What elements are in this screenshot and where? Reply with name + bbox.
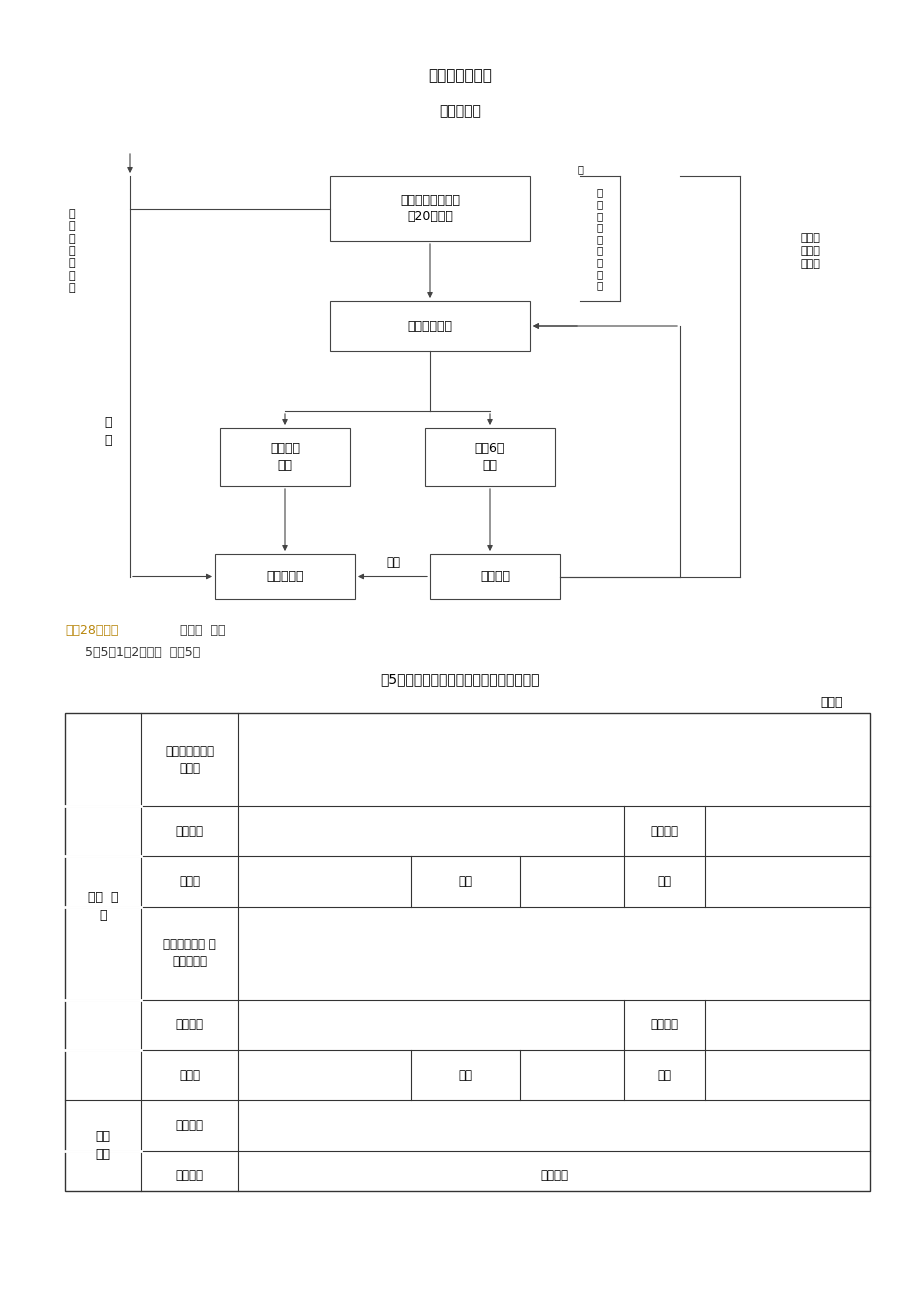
Bar (215, 555, 355, 599)
Text: 其中６根
样品: 其中６根 样品 (269, 442, 300, 472)
Text: 联系人: 联系人 (179, 874, 200, 888)
Text: 企业  情
况: 企业 情 况 (88, 891, 119, 922)
Text: 生产地址: 生产地址 (176, 825, 203, 838)
Text: 在库存产品中抽样
共20根样品: 在库存产品中抽样 共20根样品 (400, 194, 460, 223)
Text: 静载试验: 静载试验 (480, 570, 509, 583)
Text: 传真: 传真 (657, 874, 671, 888)
Text: 编号：: 编号： (819, 696, 842, 709)
Text: ～: ～ (576, 164, 583, 174)
Text: 执行标准: 执行标准 (539, 1169, 567, 1183)
Text: 集团公司所属 单
位（盖章）: 集团公司所属 单 位（盖章） (164, 939, 216, 969)
Text: 申请单位名称（
盖章）: 申请单位名称（ 盖章） (165, 745, 214, 775)
Text: 抽样
情况: 抽样 情况 (96, 1130, 110, 1162)
Text: 邮政编码: 邮政编码 (650, 825, 678, 838)
Text: 产品单元: 产品单元 (176, 1120, 203, 1133)
Bar (330, 302, 529, 351)
Text: 邮政编码: 邮政编码 (650, 1019, 678, 1032)
Text: 电话: 电话 (458, 874, 472, 888)
Bar (65, 713, 869, 1190)
Text: 始疲劳  试验: 始疲劳 试验 (180, 624, 225, 637)
Text: 5．5．1．2抽样单  见表5。: 5．5．1．2抽样单 见表5。 (85, 646, 200, 659)
Text: 混
查
土
凝
强
度
核: 混 查 土 凝 强 度 核 (69, 208, 75, 294)
Bar (330, 176, 529, 241)
Bar (425, 427, 554, 486)
Text: 运至检验站: 运至检验站 (266, 570, 303, 583)
Text: 电话: 电话 (458, 1068, 472, 1082)
Text: 合格: 合格 (386, 556, 400, 569)
Text: 联系人: 联系人 (179, 1068, 200, 1082)
Text: 验
具
量
格
验
计
合
检
器: 验 具 量 格 验 计 合 检 器 (596, 187, 603, 291)
Text: 传真: 传真 (657, 1068, 671, 1082)
Text: 产品品种: 产品品种 (176, 1169, 203, 1183)
Text: 外形外观全检: 外形外观全检 (407, 320, 452, 333)
Text: 表5预应力混凝土枕产品生产许可证抽样单: 表5预应力混凝土枕产品生产许可证抽样单 (380, 673, 539, 686)
Text: 检验组进厂: 检验组进厂 (438, 104, 481, 118)
Text: 龄期28天后开: 龄期28天后开 (65, 624, 119, 637)
Text: 静载试
验机计
晨校核: 静载试 验机计 晨校核 (800, 233, 819, 269)
Text: 检验工作流程图: 检验工作流程图 (427, 68, 492, 84)
Bar (220, 427, 349, 486)
Text: 合
格: 合 格 (104, 416, 111, 447)
Text: 生产地址: 生产地址 (176, 1019, 203, 1032)
Text: 其中6根
样品: 其中6根 样品 (474, 442, 505, 472)
Bar (429, 555, 560, 599)
